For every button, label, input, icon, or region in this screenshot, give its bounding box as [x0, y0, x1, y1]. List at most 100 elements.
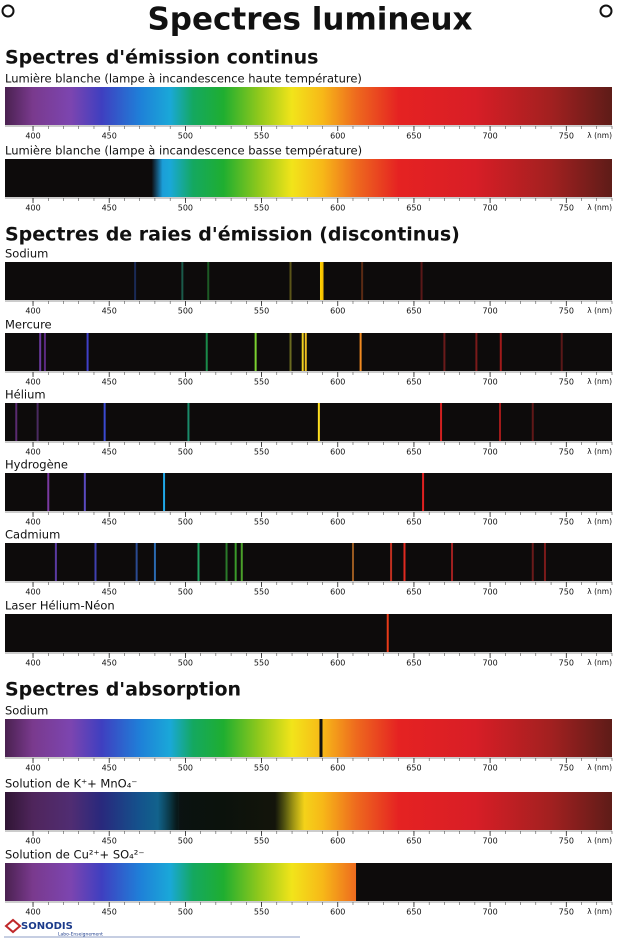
tick-label: 550 — [254, 588, 269, 597]
tick-label: 650 — [406, 764, 421, 773]
tick-label: 650 — [406, 908, 421, 917]
emission-line — [36, 403, 39, 441]
tick-label: 400 — [25, 132, 40, 141]
tick-label: 550 — [254, 307, 269, 316]
spectrum-bar — [5, 262, 612, 300]
emission-line — [440, 403, 443, 441]
tick-label: 650 — [406, 448, 421, 457]
tick-label: 600 — [330, 659, 345, 668]
tick-label: 450 — [102, 378, 117, 387]
emission-line — [317, 403, 320, 441]
emission-line — [475, 333, 478, 371]
tick-label: 550 — [254, 132, 269, 141]
hole — [1, 4, 15, 18]
tick-label: 450 — [102, 659, 117, 668]
tick-label: 700 — [482, 307, 497, 316]
tick-label: 650 — [406, 204, 421, 213]
tick-label: 550 — [254, 378, 269, 387]
tick-label: 750 — [559, 764, 574, 773]
tick-label: 750 — [559, 448, 574, 457]
axis-unit: λ (nm) — [587, 587, 612, 596]
emission-line — [134, 262, 137, 300]
axis-unit: λ (nm) — [587, 306, 612, 315]
emission-line — [254, 333, 257, 371]
tick-label: 550 — [254, 659, 269, 668]
tick-label: 400 — [25, 659, 40, 668]
tick-label: 600 — [330, 518, 345, 527]
tick-label: 650 — [406, 659, 421, 668]
tick-label: 750 — [559, 659, 574, 668]
emission-line — [86, 333, 89, 371]
emission-line — [54, 543, 57, 581]
emission-line — [207, 262, 210, 300]
tick-label: 650 — [406, 378, 421, 387]
axis-unit: λ (nm) — [587, 658, 612, 667]
hole — [599, 4, 613, 18]
tick-label: 550 — [254, 448, 269, 457]
tick-label: 450 — [102, 307, 117, 316]
emission-line — [103, 403, 106, 441]
absorption-band — [157, 792, 305, 830]
spectrum-label: Sodium — [5, 704, 48, 718]
axis-unit: λ (nm) — [587, 131, 612, 140]
emission-line — [443, 333, 446, 371]
spectrum-label: Sodium — [5, 247, 48, 261]
tick-label: 500 — [178, 764, 193, 773]
tick-label: 550 — [254, 837, 269, 846]
dim — [5, 792, 178, 830]
emission-line — [240, 543, 243, 581]
tick-label: 750 — [559, 837, 574, 846]
emission-line — [543, 543, 546, 581]
tick-label: 700 — [482, 448, 497, 457]
tick-label: 600 — [330, 378, 345, 387]
spectrum-label: Hydrogène — [5, 458, 68, 472]
emission-line — [234, 543, 237, 581]
tick-label: 700 — [482, 132, 497, 141]
tick-label: 600 — [330, 204, 345, 213]
tick-label: 650 — [406, 518, 421, 527]
tick-label: 500 — [178, 518, 193, 527]
axis-unit: λ (nm) — [587, 517, 612, 526]
tick-label: 500 — [178, 204, 193, 213]
emission-line — [403, 543, 406, 581]
tick-label: 400 — [25, 307, 40, 316]
spectrum-bar — [5, 87, 612, 125]
emission-line — [197, 543, 200, 581]
emission-line — [225, 543, 228, 581]
tick-label: 750 — [559, 378, 574, 387]
emission-line — [205, 333, 208, 371]
tick-label: 700 — [482, 378, 497, 387]
emission-line — [531, 543, 534, 581]
tick-label: 550 — [254, 764, 269, 773]
emission-line — [39, 333, 42, 371]
tick-label: 750 — [559, 204, 574, 213]
tick-label: 450 — [102, 588, 117, 597]
brand: SONODIS — [21, 921, 73, 932]
emission-line — [361, 262, 364, 300]
emission-line — [499, 333, 502, 371]
emission-line — [319, 262, 322, 300]
emission-line — [499, 403, 502, 441]
tick-label: 550 — [254, 518, 269, 527]
tick-label: 600 — [330, 132, 345, 141]
tick-label: 600 — [330, 448, 345, 457]
emission-line — [163, 473, 166, 511]
dark-region — [5, 159, 163, 197]
emission-line — [94, 543, 97, 581]
absorption-line — [319, 719, 323, 757]
tick-label: 650 — [406, 307, 421, 316]
tick-label: 750 — [559, 518, 574, 527]
emission-line — [301, 333, 304, 371]
axis-unit: λ (nm) — [587, 763, 612, 772]
poster-title: Spectres lumineux — [147, 2, 472, 38]
spectrum-bar — [5, 403, 612, 441]
tick-label: 700 — [482, 837, 497, 846]
tick-label: 600 — [330, 307, 345, 316]
tick-label: 400 — [25, 448, 40, 457]
tick-label: 500 — [178, 307, 193, 316]
tick-label: 500 — [178, 448, 193, 457]
axis-unit: λ (nm) — [587, 203, 612, 212]
spectrum-bar — [5, 333, 612, 371]
content: Spectres d'émission continus Lumière blan… — [5, 47, 613, 917]
